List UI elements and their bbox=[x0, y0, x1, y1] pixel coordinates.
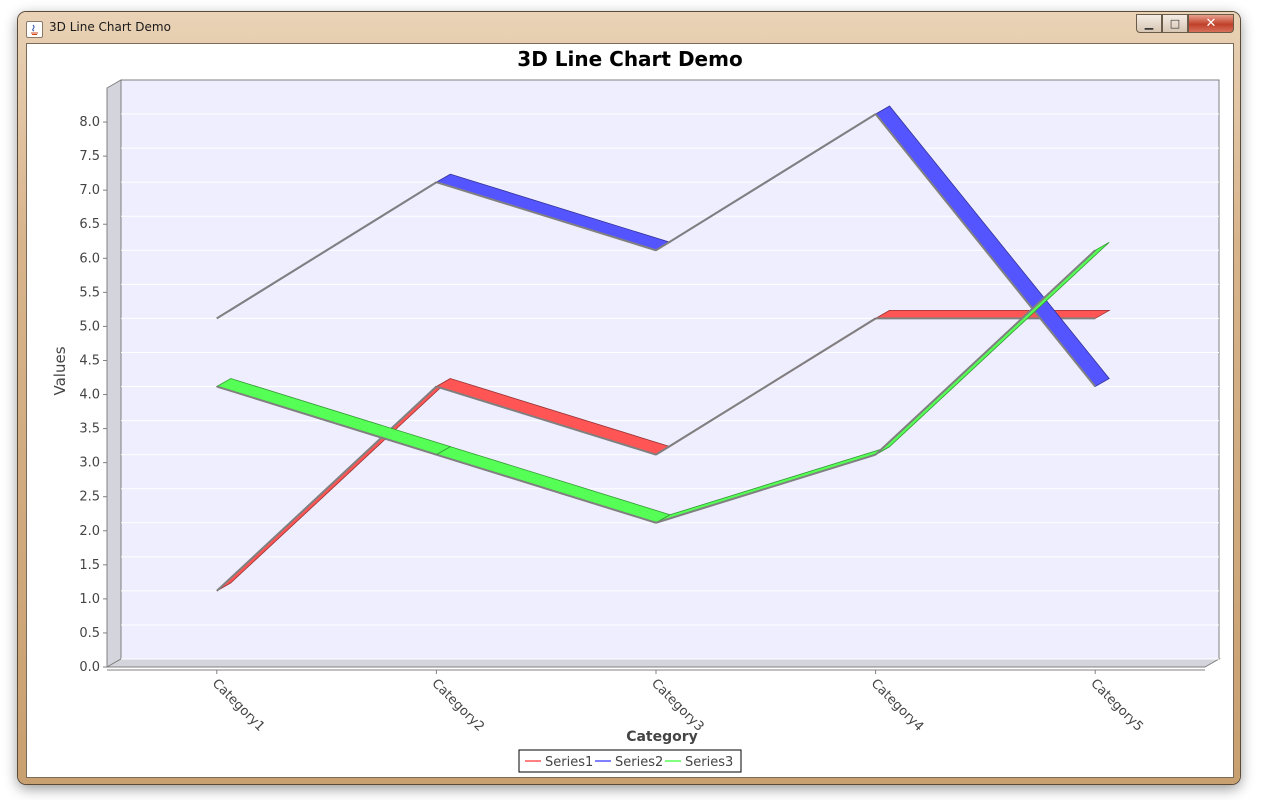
chart-title: 3D Line Chart Demo bbox=[517, 47, 742, 71]
legend-label: Series2 bbox=[615, 755, 663, 770]
title-bar[interactable]: 3D Line Chart Demo ▁ □ ✕ bbox=[18, 12, 1240, 44]
floor-wall bbox=[105, 658, 1221, 668]
x-tick-label: Category5 bbox=[1087, 676, 1145, 734]
window-title: 3D Line Chart Demo bbox=[49, 20, 171, 34]
app-window: 3D Line Chart Demo ▁ □ ✕ 3D Line Chart D… bbox=[18, 12, 1240, 784]
chart-panel: 3D Line Chart Demo Values Category 0.0 0.… bbox=[26, 43, 1234, 778]
y-tick-label: 4.5 bbox=[79, 353, 100, 368]
series-line-edge bbox=[874, 249, 1096, 456]
close-button[interactable]: ✕ bbox=[1188, 14, 1234, 33]
x-tick-label: Category4 bbox=[868, 676, 926, 734]
y-tick-label: 1.0 bbox=[79, 592, 100, 607]
series-line-edge bbox=[436, 181, 657, 252]
series-line-edge bbox=[436, 453, 657, 524]
legend-frame bbox=[518, 749, 742, 773]
series-ribbon-segment bbox=[874, 310, 1111, 319]
y-tick-label: 2.5 bbox=[79, 490, 100, 505]
series-line-edge bbox=[874, 113, 1096, 388]
legend-label: Series1 bbox=[545, 755, 593, 770]
x-tick-label: Category1 bbox=[209, 676, 267, 734]
series-line-edge bbox=[216, 385, 438, 592]
y-tick-label: 1.5 bbox=[79, 558, 100, 573]
maximize-icon: □ bbox=[1169, 17, 1181, 30]
y-axis-label: Values bbox=[51, 346, 69, 395]
y-tick-label: 5.0 bbox=[79, 319, 100, 334]
series-line-edge bbox=[655, 453, 876, 524]
series-line-edge bbox=[655, 317, 877, 456]
legend: Series1 Series2 Series3 bbox=[518, 749, 742, 773]
java-app-icon bbox=[26, 21, 43, 38]
series-line-edge bbox=[216, 385, 437, 456]
minimize-icon: ▁ bbox=[1144, 17, 1154, 30]
maximize-button[interactable]: □ bbox=[1162, 14, 1188, 33]
left-wall bbox=[106, 79, 122, 668]
x-tick-label: Category3 bbox=[648, 676, 706, 734]
y-tick-label: 3.0 bbox=[79, 456, 100, 471]
x-axis-label: Category bbox=[626, 729, 698, 745]
y-tick-label: 7.0 bbox=[79, 183, 100, 198]
y-tick-label: 2.0 bbox=[79, 524, 100, 539]
series-line-edge bbox=[655, 113, 877, 252]
series-series2 bbox=[216, 105, 1110, 388]
series-series1 bbox=[216, 310, 1111, 592]
y-tick-label: 3.5 bbox=[79, 422, 100, 437]
y-tick-label: 0.5 bbox=[79, 626, 100, 641]
line-chart-3d: 3D Line Chart Demo Values Category 0.0 0.… bbox=[51, 47, 1221, 773]
plot-background bbox=[120, 79, 1220, 660]
y-tick-label: 0.0 bbox=[79, 660, 100, 675]
series-line-edge bbox=[436, 385, 657, 456]
x-tick-label: Category2 bbox=[429, 676, 487, 734]
y-tick-label: 8.0 bbox=[79, 115, 100, 130]
y-tick-label: 6.0 bbox=[79, 251, 100, 266]
legend-label: Series3 bbox=[685, 755, 733, 770]
series-series3 bbox=[215, 241, 1110, 524]
series-line-edge bbox=[216, 181, 437, 320]
y-tick-label: 5.5 bbox=[79, 285, 100, 300]
y-tick-label: 7.5 bbox=[79, 149, 100, 164]
close-icon: ✕ bbox=[1205, 16, 1217, 31]
y-tick-label: 6.5 bbox=[79, 217, 100, 232]
y-tick-label: 4.0 bbox=[79, 388, 100, 403]
minimize-button[interactable]: ▁ bbox=[1136, 14, 1162, 33]
